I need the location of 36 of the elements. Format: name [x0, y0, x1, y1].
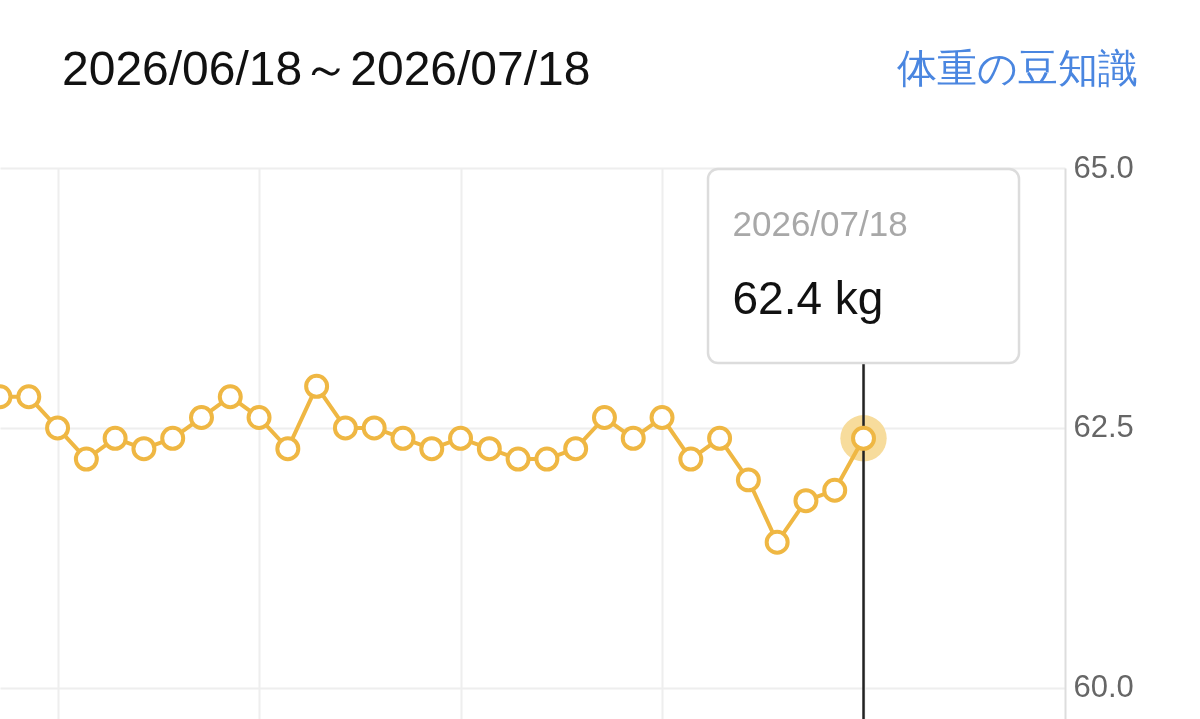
point	[649, 405, 675, 430]
point	[73, 446, 99, 472]
point	[793, 488, 819, 514]
point	[332, 415, 358, 441]
point	[361, 415, 387, 441]
point	[822, 477, 848, 503]
point	[45, 415, 71, 441]
point	[102, 425, 128, 451]
point	[707, 425, 733, 451]
annotation: 2026/07/18	[732, 204, 908, 243]
point	[735, 467, 761, 493]
point	[246, 405, 272, 430]
point	[764, 529, 790, 555]
point	[304, 373, 330, 399]
chart-title: 2026/06/18～2026/07/18	[62, 42, 591, 95]
point	[390, 425, 416, 451]
point	[419, 436, 445, 462]
point	[591, 405, 617, 430]
point	[16, 384, 42, 410]
point	[620, 425, 646, 451]
annotation: 62.4 kg	[732, 272, 884, 324]
point	[217, 384, 243, 410]
point	[275, 436, 301, 462]
point	[476, 436, 502, 462]
y-tick-label: 65.0	[1073, 149, 1134, 185]
point	[160, 425, 186, 451]
y-tick-label: 60.0	[1073, 669, 1134, 705]
text: 体重の豆知識	[897, 45, 1138, 91]
point	[563, 436, 589, 462]
point	[448, 425, 474, 451]
point	[534, 446, 560, 472]
y-tick-label: 62.5	[1073, 409, 1134, 445]
point	[678, 446, 704, 472]
point	[505, 446, 531, 472]
point	[189, 405, 214, 430]
point	[131, 436, 157, 462]
